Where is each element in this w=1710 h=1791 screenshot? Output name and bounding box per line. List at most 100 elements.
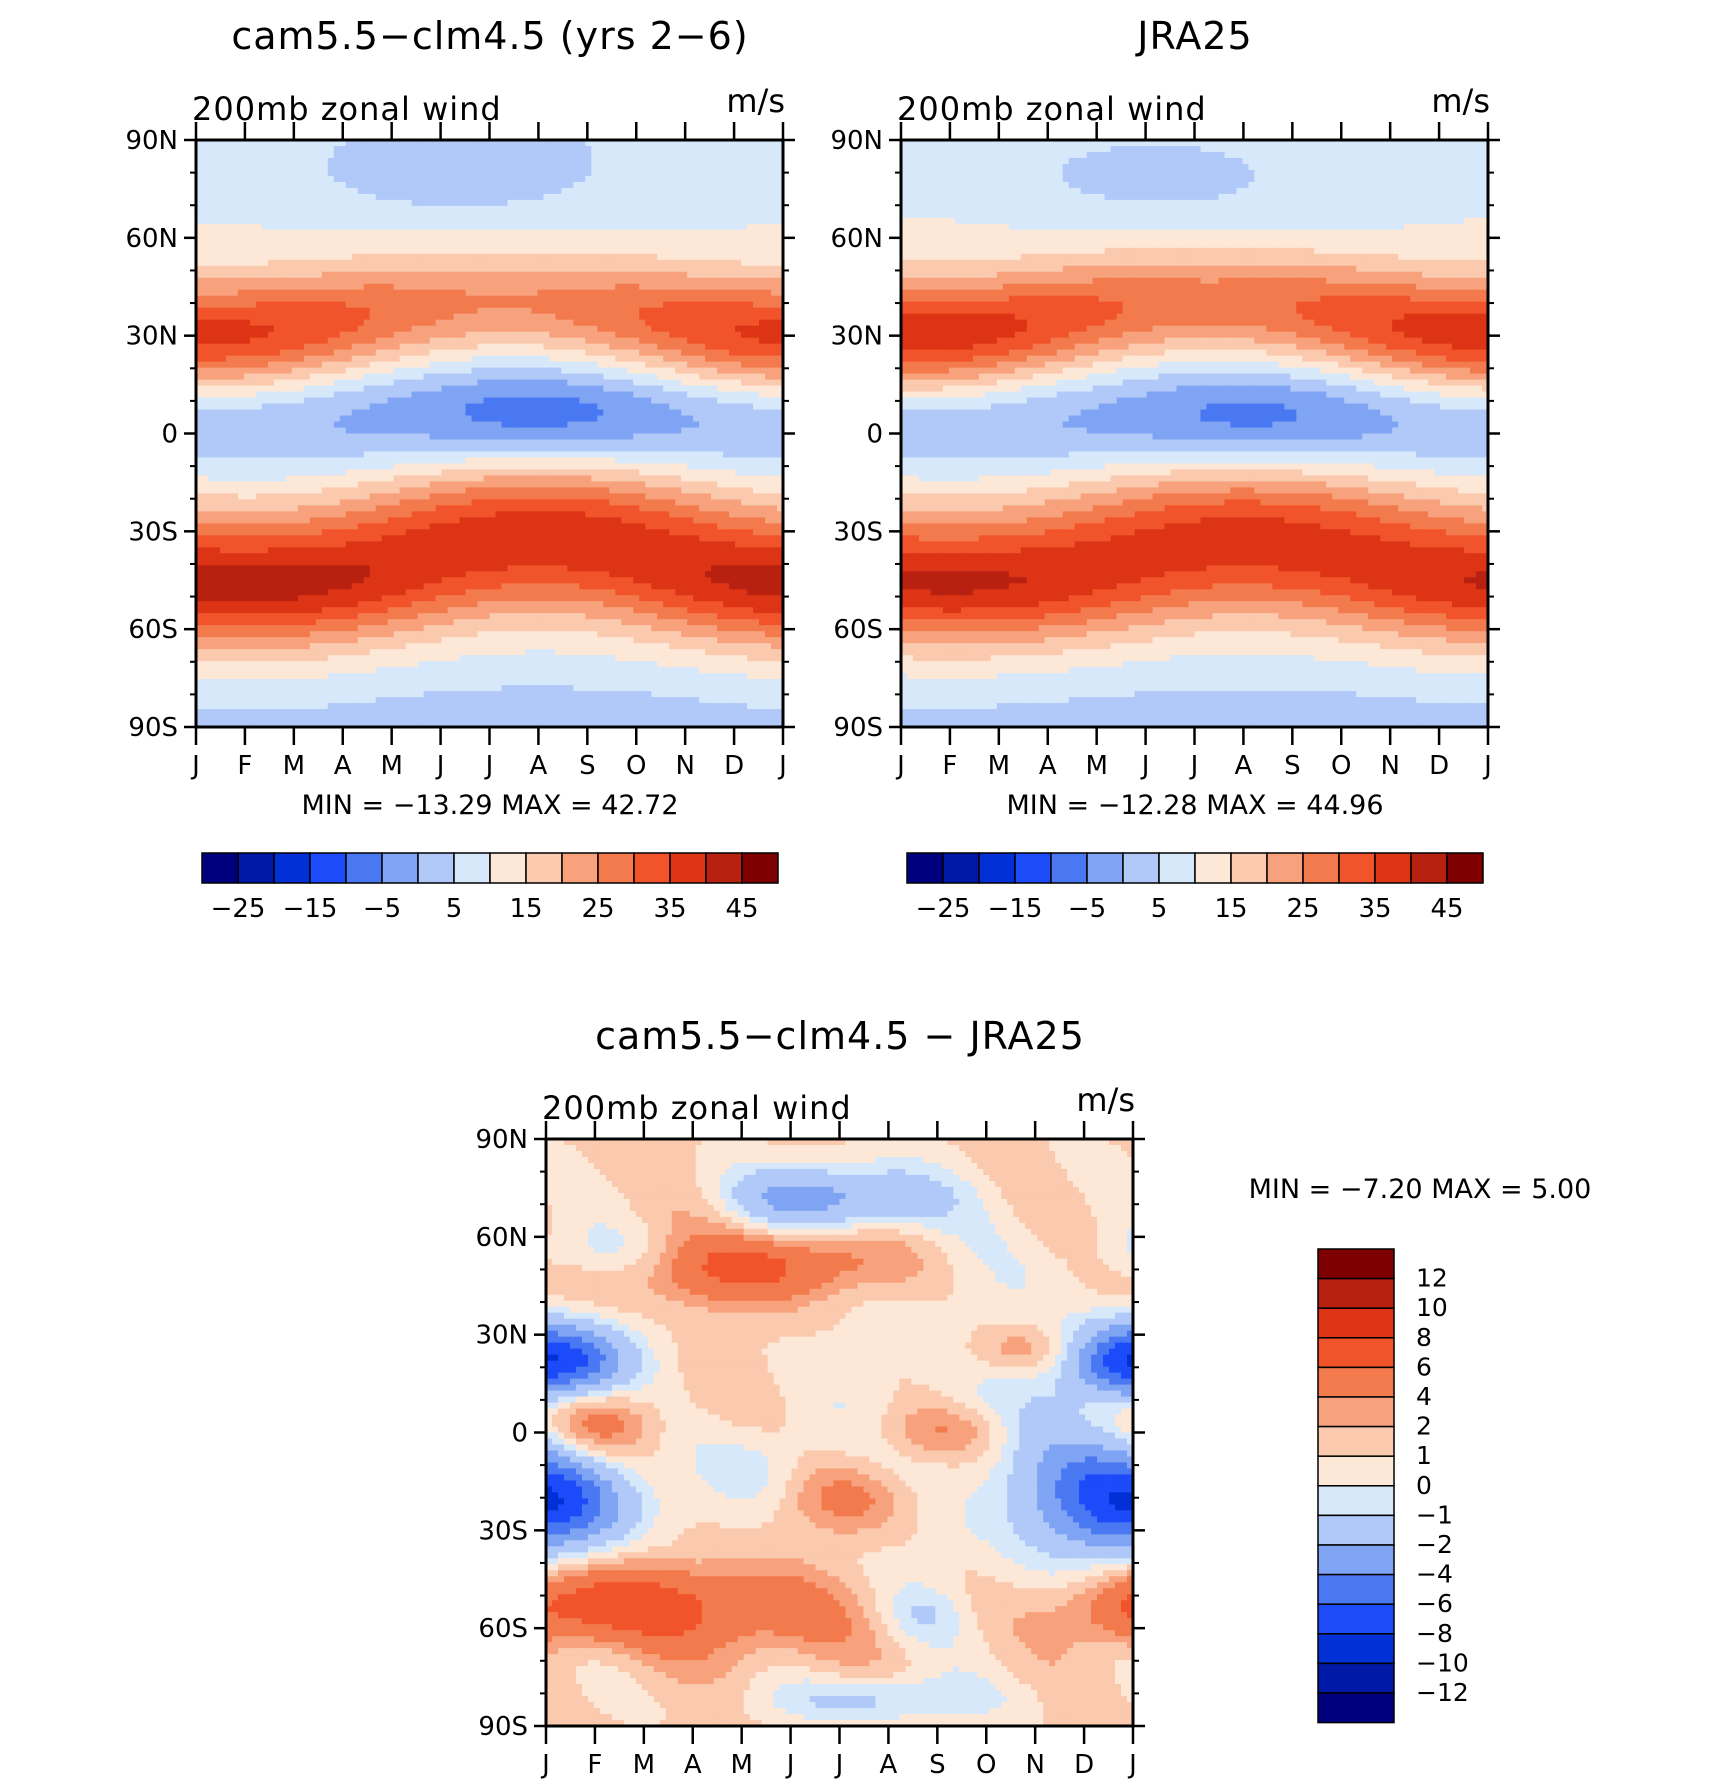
- contour-cell: [237, 175, 245, 183]
- contour-cell: [657, 169, 664, 177]
- contour-cell: [705, 205, 712, 213]
- contour-cell: [633, 229, 640, 237]
- contour-cell: [699, 409, 706, 417]
- contour-cell: [249, 301, 257, 309]
- contour-cell: [243, 163, 251, 171]
- contour-cell: [441, 175, 449, 183]
- contour-cell: [249, 403, 257, 411]
- contour-cell: [531, 385, 539, 393]
- contour-cell: [609, 325, 616, 333]
- contour-cell: [393, 337, 401, 345]
- contour-cell: [543, 379, 550, 387]
- contour-cell: [315, 295, 323, 303]
- contour-cell: [411, 253, 419, 261]
- contour-cell: [507, 331, 515, 339]
- contour-cell: [543, 403, 550, 411]
- contour-cell: [597, 337, 604, 345]
- contour-cell: [735, 421, 742, 429]
- contour-cell: [231, 277, 239, 285]
- contour-cell: [741, 205, 748, 213]
- contour-cell: [579, 223, 586, 231]
- contour-cell: [225, 439, 233, 447]
- contour-cell: [531, 145, 539, 153]
- contour-cell: [753, 355, 760, 363]
- contour-cell: [387, 379, 395, 387]
- contour-cell: [627, 331, 634, 339]
- contour-cell: [561, 403, 568, 411]
- contour-cell: [351, 427, 359, 435]
- contour-cell: [447, 289, 455, 297]
- contour-cell: [405, 241, 413, 249]
- contour-cell: [465, 319, 473, 327]
- contour-cell: [621, 229, 628, 237]
- contour-cell: [579, 193, 586, 201]
- contour-cell: [261, 140, 269, 147]
- contour-cell: [261, 385, 269, 393]
- contour-cell: [657, 151, 664, 159]
- contour-cell: [453, 379, 461, 387]
- contour-cell: [615, 289, 622, 297]
- contour-cell: [771, 205, 778, 213]
- contour-cell: [579, 187, 586, 195]
- contour-cell: [555, 391, 562, 399]
- contour-cell: [375, 229, 383, 237]
- contour-cell: [723, 163, 730, 171]
- contour-cell: [267, 259, 275, 267]
- contour-cell: [597, 253, 604, 261]
- contour-cell: [621, 181, 628, 189]
- contour-cell: [261, 163, 269, 171]
- contour-cell: [375, 295, 383, 303]
- contour-cell: [399, 211, 407, 219]
- contour-cell: [411, 181, 419, 189]
- contour-cell: [621, 259, 628, 267]
- contour-cell: [753, 163, 760, 171]
- contour-cell: [585, 229, 592, 237]
- contour-cell: [663, 241, 670, 249]
- contour-cell: [663, 403, 670, 411]
- contour-cell: [729, 187, 736, 195]
- contour-cell: [345, 140, 353, 147]
- contour-cell: [519, 385, 527, 393]
- contour-cell: [405, 211, 413, 219]
- contour-cell: [423, 307, 431, 315]
- contour-cell: [603, 439, 610, 447]
- contour-cell: [453, 217, 461, 225]
- contour-cell: [519, 397, 527, 405]
- contour-cell: [579, 325, 586, 333]
- contour-cell: [333, 361, 341, 369]
- contour-cell: [765, 253, 772, 261]
- contour-cell: [567, 385, 574, 393]
- contour-cell: [561, 355, 568, 363]
- contour-cell: [243, 217, 251, 225]
- contour-cell: [453, 181, 461, 189]
- contour-cell: [327, 385, 335, 393]
- contour-cell: [447, 337, 455, 345]
- contour-cell: [549, 229, 556, 237]
- contour-cell: [729, 427, 736, 435]
- contour-cell: [375, 355, 383, 363]
- contour-cell: [279, 391, 287, 399]
- contour-cell: [573, 229, 580, 237]
- contour-cell: [375, 385, 383, 393]
- contour-cell: [777, 283, 783, 291]
- contour-cell: [381, 373, 389, 381]
- contour-cell: [327, 145, 335, 153]
- contour-cell: [393, 439, 401, 447]
- contour-cell: [603, 301, 610, 309]
- contour-cell: [597, 409, 604, 417]
- contour-cell: [196, 223, 203, 231]
- contour-cell: [543, 391, 550, 399]
- contour-cell: [531, 265, 539, 273]
- contour-cell: [273, 181, 281, 189]
- contour-cell: [777, 151, 783, 159]
- contour-cell: [423, 217, 431, 225]
- contour-cell: [627, 409, 634, 417]
- contour-cell: [675, 140, 682, 147]
- contour-cell: [393, 415, 401, 423]
- contour-cell: [639, 247, 646, 255]
- contour-cell: [657, 361, 664, 369]
- contour-cell: [663, 361, 670, 369]
- contour-cell: [291, 403, 299, 411]
- contour-cell: [219, 325, 227, 333]
- contour-cell: [477, 253, 485, 261]
